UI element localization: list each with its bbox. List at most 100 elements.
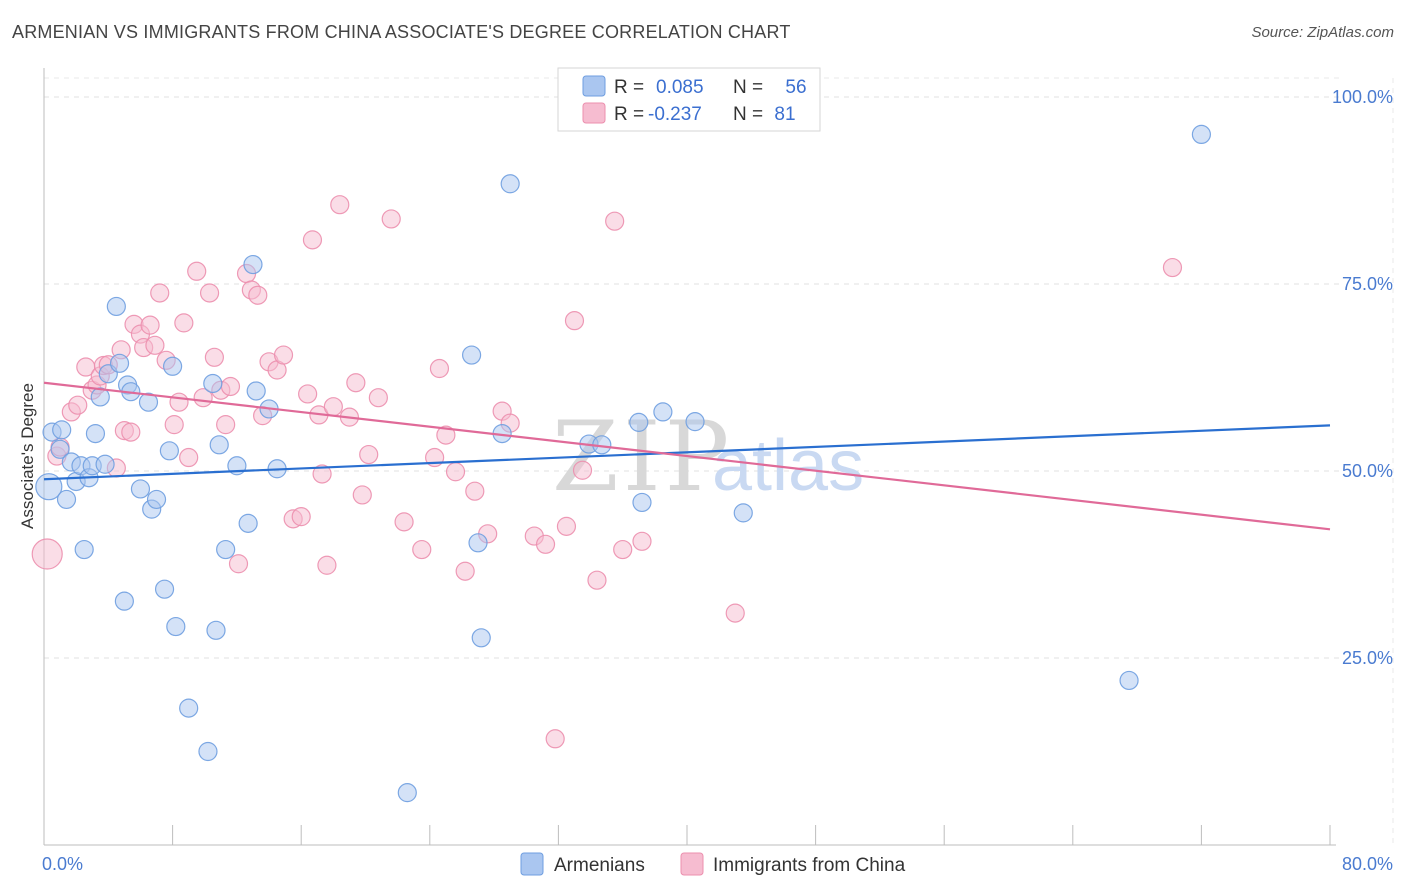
china-point [605, 211, 625, 231]
armenians-point [114, 591, 134, 611]
armenians-point [56, 489, 77, 510]
armenians-point [1191, 124, 1212, 144]
china-point [204, 347, 224, 367]
armenians-point [85, 424, 106, 444]
china-point [302, 230, 323, 250]
china-point [169, 392, 189, 412]
legend-n-label-china: N = [733, 104, 763, 125]
china-point [220, 376, 241, 397]
legend: R = 0.085 N = 56 R = -0.237 N = 81 [557, 67, 821, 132]
china-point [179, 447, 199, 468]
china-point [359, 444, 379, 465]
china-point [572, 460, 593, 480]
legend-n-value-armenians: 56 [785, 77, 806, 98]
china-point [613, 539, 633, 560]
trend-lines [43, 381, 1331, 531]
legend-swatch-china [582, 102, 606, 124]
armenians-point [154, 579, 175, 599]
china-point [455, 561, 475, 581]
china-point [121, 422, 141, 442]
armenians-point [146, 489, 167, 510]
china-point [725, 603, 745, 623]
trend-line-armenians [43, 424, 1331, 481]
china-point [545, 729, 565, 749]
watermark-atlas: atlas [712, 426, 864, 506]
armenians-point [50, 439, 70, 459]
bottom-legend-armenians: Armenians [554, 855, 645, 876]
armenians-point [653, 402, 673, 422]
china-point [465, 481, 485, 501]
x-tick-label-min: 0.0% [42, 854, 83, 874]
china-point [174, 313, 194, 333]
armenians-point [35, 473, 63, 501]
china-point [535, 534, 556, 554]
armenians-point [109, 353, 130, 373]
china-point [199, 283, 220, 303]
armenians-point [243, 254, 263, 275]
china-point [228, 554, 249, 574]
armenians-point [159, 441, 179, 461]
y-tick-label-100: 100.0% [1332, 87, 1393, 107]
china-point [632, 531, 652, 551]
grid-lines [44, 77, 1394, 845]
china-point [564, 311, 585, 331]
trend-line-china [43, 381, 1331, 531]
china-point [352, 485, 372, 505]
armenians-point [216, 539, 236, 560]
armenians-point [179, 698, 199, 718]
armenians-point [52, 420, 72, 440]
china-point [323, 397, 343, 417]
china-point [150, 283, 170, 303]
armenians-point [203, 373, 223, 394]
armenians-point [397, 783, 417, 803]
china-point [273, 345, 294, 365]
armenians-point [461, 345, 482, 365]
armenians-point [106, 296, 126, 317]
armenians-point [95, 454, 115, 474]
armenians-point [74, 539, 94, 560]
armenians-point [163, 356, 183, 376]
china-point [436, 425, 456, 445]
legend-r-value-china: -0.237 [648, 104, 702, 125]
armenians-point [1119, 670, 1139, 691]
china-point [556, 516, 577, 536]
armenians-point [468, 533, 488, 553]
tick-labels: 25.0% 50.0% 75.0% 100.0% 0.0% 80.0% [42, 87, 1393, 874]
armenians-point [629, 412, 649, 432]
legend-r-label-armenians: R = [614, 77, 644, 98]
china-point [412, 539, 432, 560]
y-tick-label-50: 50.0% [1342, 461, 1393, 481]
china-point [298, 384, 318, 404]
china-point [1162, 257, 1183, 278]
china-point [216, 415, 236, 435]
armenians-point [733, 503, 753, 523]
china-point [145, 335, 165, 355]
armenians-point [632, 492, 652, 513]
bottom-legend-swatch-armenians [520, 852, 544, 876]
china-point [317, 555, 337, 575]
legend-r-label-china: R = [614, 104, 644, 125]
china-point [587, 570, 607, 590]
china-point [164, 415, 184, 435]
armenians-point [471, 628, 491, 648]
china-point [291, 507, 311, 527]
armenians-point [166, 616, 186, 637]
china-point [68, 395, 88, 415]
armenians-point [238, 513, 258, 533]
china-point [381, 209, 401, 229]
china-point [140, 315, 160, 335]
x-tick-label-max: 80.0% [1342, 854, 1393, 874]
bottom-legend: Armenians Immigrants from China [520, 852, 906, 876]
armenians-point [130, 479, 151, 499]
bottom-legend-china: Immigrants from China [713, 855, 906, 876]
armenians-point [209, 435, 229, 455]
china-point [330, 195, 350, 215]
armenians-point [246, 381, 266, 401]
legend-swatch-armenians [582, 75, 606, 97]
china-point [445, 462, 466, 482]
china-point [368, 388, 388, 408]
china-point [346, 373, 366, 393]
bottom-legend-swatch-china [680, 852, 704, 876]
chart-title: ARMENIAN VS IMMIGRANTS FROM CHINA ASSOCI… [12, 22, 791, 42]
